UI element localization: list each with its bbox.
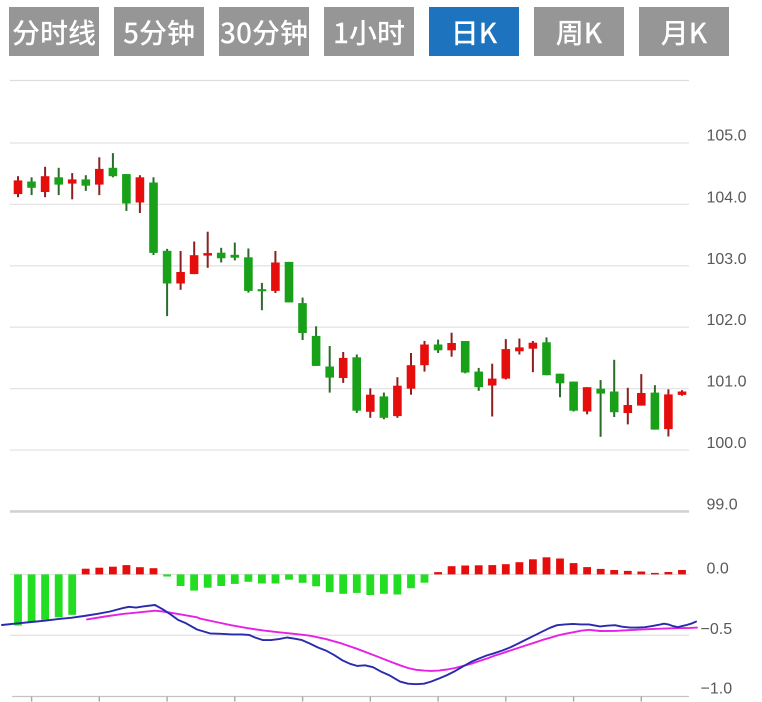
svg-text:102.0: 102.0 [707, 312, 747, 329]
svg-text:−0.5: −0.5 [701, 621, 733, 638]
svg-text:101.0: 101.0 [707, 374, 747, 391]
svg-text:105.0: 105.0 [707, 128, 747, 145]
svg-text:−1.0: −1.0 [701, 681, 733, 698]
svg-text:104.0: 104.0 [707, 189, 747, 206]
svg-text:103.0: 103.0 [707, 251, 747, 268]
svg-text:100.0: 100.0 [707, 435, 747, 452]
svg-text:99.0: 99.0 [707, 496, 738, 513]
svg-text:0.0: 0.0 [707, 561, 729, 578]
